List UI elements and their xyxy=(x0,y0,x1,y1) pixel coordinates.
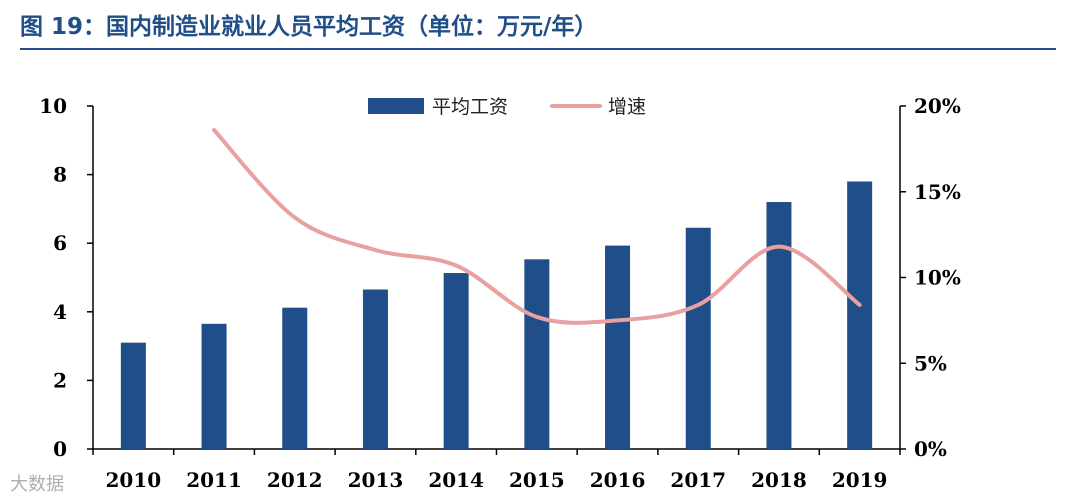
legend-label-wage: 平均工资 xyxy=(432,96,508,118)
x-tick-label: 2018 xyxy=(751,468,807,492)
x-tick-label: 2011 xyxy=(186,468,242,492)
growth-point xyxy=(859,304,861,306)
growth-point xyxy=(617,319,619,321)
x-tick-label: 2012 xyxy=(267,468,323,492)
x-tick-label: 2014 xyxy=(428,468,484,492)
left-tick-label: 6 xyxy=(53,231,67,255)
right-tick-label: 15% xyxy=(914,180,961,204)
growth-point xyxy=(697,304,699,306)
left-tick-label: 10 xyxy=(39,94,67,118)
bar xyxy=(766,202,792,449)
bar xyxy=(362,289,388,449)
x-tick-label: 2016 xyxy=(590,468,646,492)
right-tick-label: 10% xyxy=(914,266,961,290)
x-tick-label: 2010 xyxy=(106,468,162,492)
left-tick-label: 0 xyxy=(53,437,67,461)
x-tick-label: 2019 xyxy=(832,468,888,492)
legend-bar-swatch xyxy=(368,98,424,114)
growth-point xyxy=(536,316,538,318)
left-tick-label: 4 xyxy=(53,300,67,324)
x-tick-label: 2013 xyxy=(348,468,404,492)
bar xyxy=(443,273,469,449)
bar xyxy=(605,245,631,449)
title-divider xyxy=(20,48,1056,50)
right-tick-label: 5% xyxy=(914,351,947,375)
right-tick-label: 0% xyxy=(914,437,947,461)
x-tick-label: 2015 xyxy=(509,468,565,492)
bar xyxy=(685,227,711,449)
bar xyxy=(120,342,146,449)
growth-point xyxy=(455,264,457,266)
bar xyxy=(201,323,227,449)
watermark: 大数据 xyxy=(10,474,64,495)
bar xyxy=(847,181,873,449)
growth-point xyxy=(213,129,215,131)
bar xyxy=(524,259,550,449)
growth-point xyxy=(778,246,780,248)
growth-point xyxy=(294,216,296,218)
left-tick-label: 2 xyxy=(53,368,67,392)
bar xyxy=(282,307,308,449)
growth-point xyxy=(374,249,376,251)
legend-label-growth: 增速 xyxy=(608,96,646,118)
x-tick-label: 2017 xyxy=(670,468,726,492)
left-tick-label: 8 xyxy=(53,163,67,187)
right-tick-label: 20% xyxy=(914,94,961,118)
figure-title: 图 19：国内制造业就业人员平均工资（单位：万元/年） xyxy=(20,14,598,40)
